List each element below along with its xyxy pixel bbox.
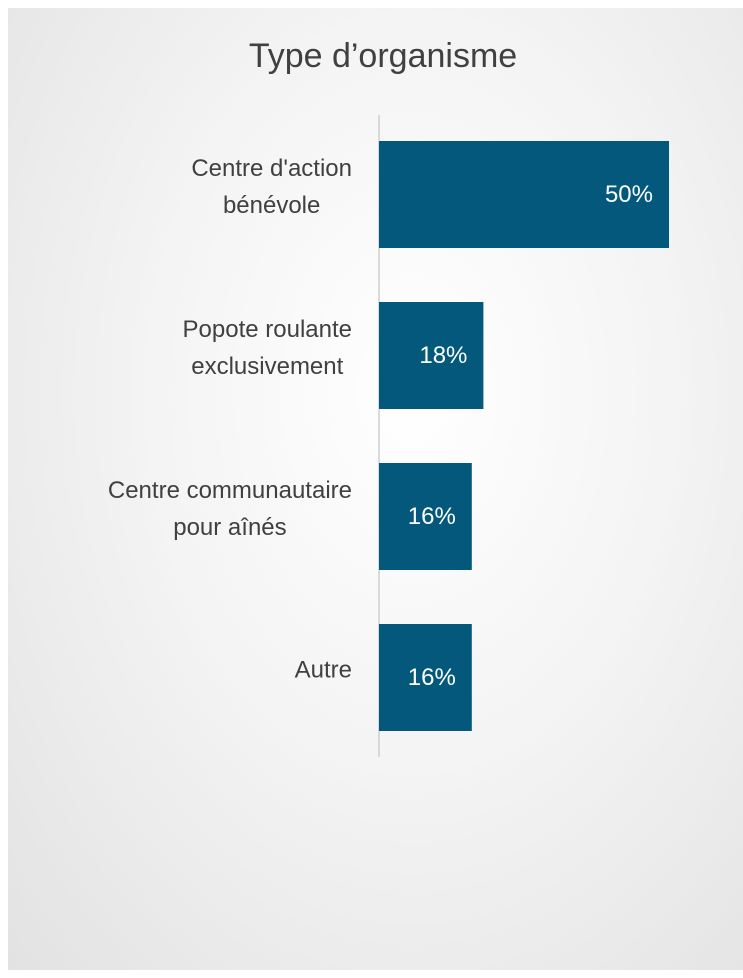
category-label-box: Centre communautaire pour aînés bbox=[8, 472, 352, 546]
value-label: 50% bbox=[605, 181, 653, 208]
chart-frame: Type d’organisme 50% 18% 16% 16% Centre d'a… bbox=[8, 8, 743, 970]
category-label-box: Popote roulante exclusivement bbox=[8, 311, 352, 385]
category-label-box: Autre bbox=[8, 651, 352, 688]
chart: Type d’organisme 50% 18% 16% 16% bbox=[249, 37, 669, 757]
bar bbox=[379, 141, 669, 248]
category-label: Centre communautaire pour aînés bbox=[107, 476, 352, 541]
value-label: 16% bbox=[408, 664, 456, 691]
category-label: Centre d'action bénévole bbox=[191, 154, 352, 219]
category-label-box: Centre d'action bénévole bbox=[8, 150, 352, 224]
value-label: 18% bbox=[419, 342, 467, 369]
bar bbox=[379, 463, 472, 570]
bar bbox=[379, 624, 472, 731]
category-label: Autre bbox=[294, 656, 352, 683]
value-label: 16% bbox=[408, 503, 456, 530]
category-label: Popote roulante exclusivement bbox=[182, 315, 352, 380]
bar bbox=[379, 302, 484, 409]
chart-title: Type d’organisme bbox=[249, 37, 517, 75]
